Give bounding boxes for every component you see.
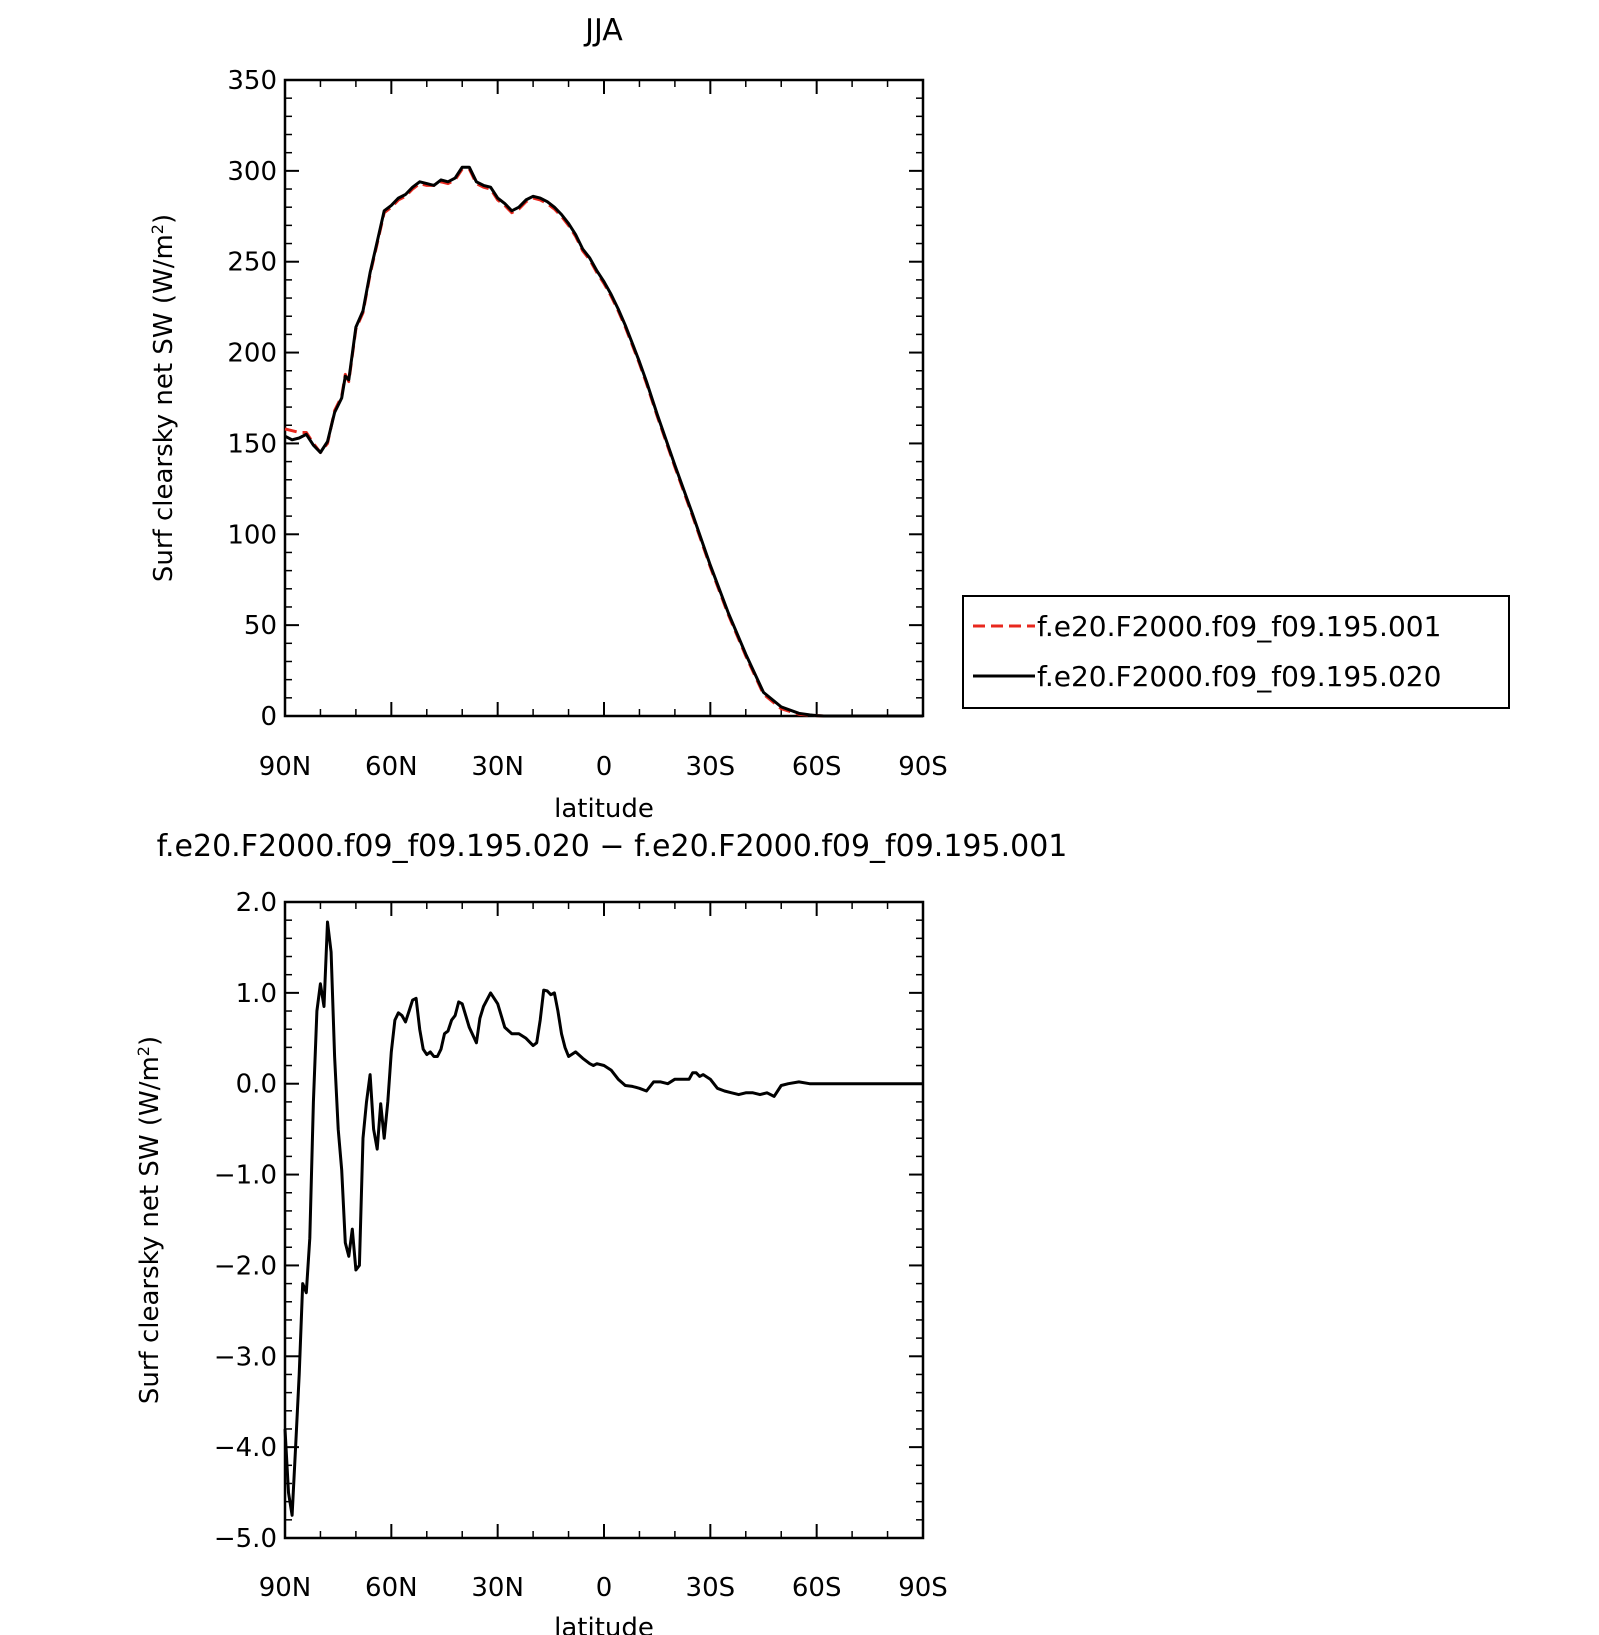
y-tick-label: 350 xyxy=(227,66,277,96)
x-axis-label: latitude xyxy=(554,794,654,824)
x-tick-label: 60S xyxy=(792,1573,842,1603)
y-tick-label: −2.0 xyxy=(214,1251,277,1281)
y-tick-label: 2.0 xyxy=(236,888,277,918)
plot-frame xyxy=(283,900,925,1540)
y-tick-label: 200 xyxy=(227,339,277,369)
y-tick-label: −3.0 xyxy=(214,1342,277,1372)
legend-label: f.e20.F2000.f09_f09.195.001 xyxy=(1037,610,1441,643)
y-tick-label: 150 xyxy=(227,429,277,459)
y-axis-label: Surf clearsky net SW (W/m2) xyxy=(134,1036,166,1404)
x-tick-label: 90N xyxy=(259,752,312,782)
plot-frame xyxy=(283,78,925,718)
y-tick-label: 0 xyxy=(260,702,277,732)
x-tick-label: 90N xyxy=(259,1573,312,1603)
x-tick-label: 30N xyxy=(471,1573,524,1603)
series-line-0 xyxy=(284,167,923,718)
x-axis-label: latitude xyxy=(554,1613,654,1635)
y-tick-label: −1.0 xyxy=(214,1161,277,1191)
y-tick-label: 100 xyxy=(227,520,277,550)
x-tick-label: 30S xyxy=(686,1573,736,1603)
y-tick-label: 1.0 xyxy=(236,979,277,1009)
x-tick-label: 60N xyxy=(365,1573,418,1603)
legend-label: f.e20.F2000.f09_f09.195.020 xyxy=(1037,660,1441,693)
x-tick-label: 90S xyxy=(898,1573,948,1603)
series-line-0 xyxy=(283,920,923,1517)
y-axis-label: Surf clearsky net SW (W/m2) xyxy=(148,214,180,582)
legend: f.e20.F2000.f09_f09.195.001 f.e20.F2000.f… xyxy=(962,595,1510,709)
y-tick-label: 50 xyxy=(244,611,277,641)
x-tick-label: 60S xyxy=(792,752,842,782)
x-tick-label: 0 xyxy=(596,752,613,782)
y-tick-label: 0.0 xyxy=(236,1070,277,1100)
x-tick-label: 60N xyxy=(365,752,418,782)
y-tick-label: −4.0 xyxy=(214,1433,277,1463)
y-tick-label: 250 xyxy=(227,248,277,278)
legend-box xyxy=(962,595,1510,709)
series-line-1 xyxy=(284,165,923,718)
chart-title: f.e20.F2000.f09_f09.195.020 − f.e20.F200… xyxy=(157,829,1068,864)
y-tick-label: 300 xyxy=(227,157,277,187)
x-tick-label: 30S xyxy=(686,752,736,782)
x-tick-label: 30N xyxy=(471,752,524,782)
chart-panel-top: JJA 90N 60N 30N 0 30S 60S 90S 0 50 100 150 200 250 300… xyxy=(148,13,1510,824)
x-tick-label: 0 xyxy=(596,1573,613,1603)
y-tick-label: −5.0 xyxy=(214,1524,277,1554)
chart-panel-bottom: f.e20.F2000.f09_f09.195.020 − f.e20.F200… xyxy=(134,829,1068,1635)
chart-title: JJA xyxy=(583,13,623,48)
x-tick-label: 90S xyxy=(898,752,948,782)
